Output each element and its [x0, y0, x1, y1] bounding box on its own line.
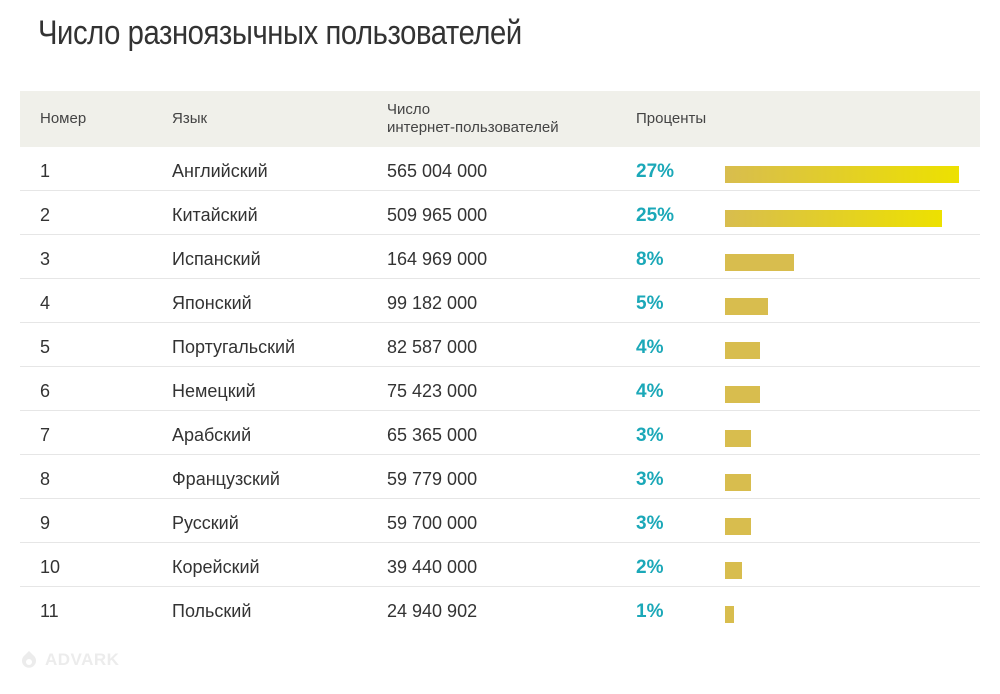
- row-users: 99 182 000: [387, 293, 478, 313]
- header-users: Число интернет-пользователей: [387, 101, 559, 137]
- row-percent: 8%: [636, 249, 664, 270]
- header-percent: Проценты: [636, 110, 707, 127]
- header-users-line1: Число: [387, 101, 431, 118]
- percent-bar: [725, 430, 751, 447]
- advark-logo-icon: [22, 651, 36, 668]
- row-users: 509 965 000: [387, 205, 488, 225]
- row-rank: 1: [40, 161, 51, 181]
- row-percent: 2%: [636, 557, 664, 578]
- row-rank: 11: [40, 601, 59, 621]
- row-rank: 9: [40, 513, 51, 533]
- percent-bar: [725, 342, 760, 359]
- row-language: Французский: [172, 469, 280, 489]
- table-body: 1 Английский 565 004 000 27% 2 Китайский 509 9…: [20, 147, 980, 630]
- row-percent: 1%: [636, 601, 664, 622]
- row-language: Немецкий: [172, 381, 256, 401]
- percent-bar: [725, 298, 768, 315]
- row-language: Японский: [172, 293, 252, 313]
- table-row: 4 Японский 99 182 000 5%: [20, 279, 980, 323]
- row-percent: 25%: [636, 205, 675, 226]
- advark-logo: ADVARK: [18, 649, 119, 671]
- header-users-line2: интернет-пользователей: [387, 119, 559, 136]
- table-row: 10 Корейский 39 440 000 2%: [20, 543, 980, 587]
- row-percent: 3%: [636, 425, 664, 446]
- row-percent: 5%: [636, 293, 664, 314]
- row-users: 565 004 000: [387, 161, 488, 181]
- percent-bar: [725, 166, 959, 183]
- table-row: 2 Китайский 509 965 000 25%: [20, 191, 980, 235]
- row-users: 65 365 000: [387, 425, 478, 445]
- row-rank: 8: [40, 469, 51, 489]
- table-row: 6 Немецкий 75 423 000 4%: [20, 367, 980, 411]
- row-language: Польский: [172, 601, 252, 621]
- table-row: 11 Польский 24 940 902 1%: [20, 587, 980, 630]
- row-rank: 6: [40, 381, 51, 401]
- percent-bar: [725, 518, 751, 535]
- row-language: Португальский: [172, 337, 296, 357]
- table-header: Номер Язык Число интернет-пользователей …: [20, 91, 980, 147]
- table-row: 5 Португальский 82 587 000 4%: [20, 323, 980, 367]
- row-language: Английский: [172, 161, 268, 181]
- row-rank: 4: [40, 293, 51, 313]
- percent-bar: [725, 606, 734, 623]
- row-language: Корейский: [172, 557, 260, 577]
- row-percent: 3%: [636, 469, 664, 490]
- row-users: 75 423 000: [387, 381, 478, 401]
- row-rank: 2: [40, 205, 51, 225]
- row-users: 59 779 000: [387, 469, 478, 489]
- row-percent: 3%: [636, 513, 664, 534]
- row-percent: 4%: [636, 381, 664, 402]
- row-users: 164 969 000: [387, 249, 488, 269]
- row-rank: 10: [40, 557, 61, 577]
- row-language: Арабский: [172, 425, 252, 445]
- row-rank: 7: [40, 425, 51, 445]
- row-rank: 3: [40, 249, 51, 269]
- percent-bar: [725, 254, 794, 271]
- row-rank: 5: [40, 337, 51, 357]
- row-users: 82 587 000: [387, 337, 478, 357]
- percent-bar: [725, 386, 760, 403]
- percent-bar: [725, 210, 942, 227]
- row-users: 24 940 902: [387, 601, 478, 621]
- header-language: Язык: [172, 110, 208, 127]
- percent-bar: [725, 562, 742, 579]
- logo-text: ADVARK: [45, 650, 120, 669]
- table-row: 9 Русский 59 700 000 3%: [20, 499, 980, 543]
- header-number: Номер: [40, 110, 87, 127]
- table-row: 3 Испанский 164 969 000 8%: [20, 235, 980, 279]
- percent-bar: [725, 474, 751, 491]
- table-row: 1 Английский 565 004 000 27%: [20, 147, 980, 191]
- row-percent: 27%: [636, 161, 675, 182]
- table-row: 8 Французский 59 779 000 3%: [20, 455, 980, 499]
- row-users: 59 700 000: [387, 513, 478, 533]
- row-language: Испанский: [172, 249, 261, 269]
- page-title: Число разноязычных пользователей: [38, 14, 522, 52]
- table-row: 7 Арабский 65 365 000 3%: [20, 411, 980, 455]
- row-percent: 4%: [636, 337, 664, 358]
- row-users: 39 440 000: [387, 557, 478, 577]
- row-language: Русский: [172, 513, 239, 533]
- row-language: Китайский: [172, 205, 258, 225]
- languages-table: Номер Язык Число интернет-пользователей …: [20, 91, 980, 630]
